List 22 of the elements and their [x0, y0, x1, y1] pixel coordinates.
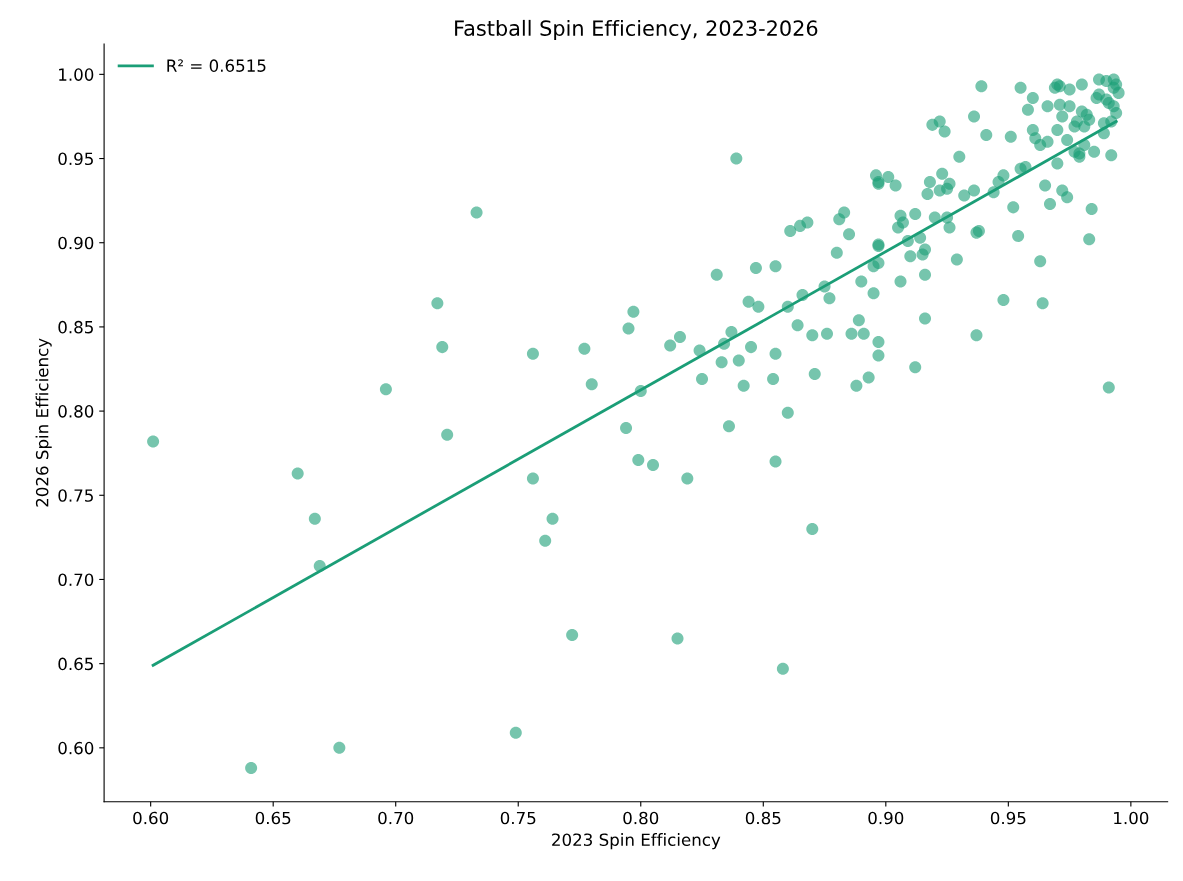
x-tick-label: 0.70 — [378, 811, 414, 825]
y-axis-title: 2026 Spin Efficiency — [35, 338, 52, 507]
y-tick-label: 0.60 — [58, 741, 94, 755]
x-tick-label: 0.85 — [745, 811, 781, 825]
x-tick-label: 0.80 — [623, 811, 659, 825]
y-tick-label: 0.90 — [58, 236, 94, 250]
y-tick-label: 0.65 — [58, 657, 93, 671]
y-tick-label: 0.85 — [58, 320, 93, 334]
y-tick-label: 0.70 — [58, 573, 94, 587]
x-tick-label: 0.90 — [868, 811, 904, 825]
x-tick-label: 0.65 — [255, 811, 291, 825]
y-tick-label: 1.00 — [59, 68, 94, 81]
x-axis-title: 2023 Spin Efficiency — [552, 833, 721, 850]
chart-title: Fastball Spin Efficiency, 2023-2026 — [455, 19, 818, 41]
x-tick-label: 1.00 — [1114, 811, 1149, 825]
y-tick-label: 0.80 — [58, 405, 94, 418]
x-tick-label: 0.95 — [990, 811, 1026, 825]
x-tick-label: 0.75 — [500, 811, 536, 825]
y-tick-label: 0.75 — [58, 489, 93, 502]
x-tick-label: 0.60 — [133, 811, 169, 825]
y-tick-label: 0.95 — [58, 152, 93, 166]
legend-label: R² = 0.6515 — [167, 59, 266, 72]
